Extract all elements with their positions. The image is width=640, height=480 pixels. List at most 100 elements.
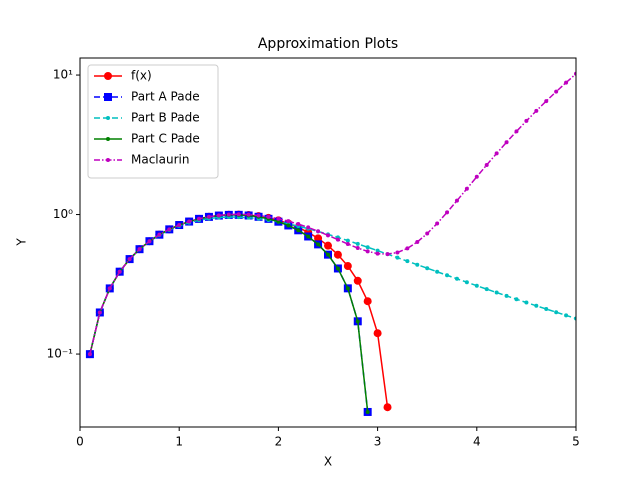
marker xyxy=(355,246,360,251)
chart-title: Approximation Plots xyxy=(258,36,398,52)
x-tick-label: 1 xyxy=(175,435,183,449)
marker xyxy=(137,247,142,252)
marker xyxy=(494,290,499,295)
marker xyxy=(544,307,549,312)
marker xyxy=(355,241,360,246)
marker xyxy=(564,313,569,318)
marker xyxy=(514,129,519,134)
marker xyxy=(106,116,110,120)
legend-label: Part B Pade xyxy=(131,111,200,125)
marker xyxy=(306,225,311,230)
marker xyxy=(236,212,241,217)
marker xyxy=(514,297,519,302)
marker xyxy=(373,329,382,338)
marker xyxy=(365,245,370,250)
x-axis-label: X xyxy=(324,455,332,469)
marker xyxy=(314,234,323,243)
x-tick-label: 3 xyxy=(374,435,382,449)
marker xyxy=(454,276,459,281)
marker xyxy=(296,222,301,227)
marker xyxy=(544,99,549,104)
marker xyxy=(534,108,539,113)
marker xyxy=(355,319,360,324)
x-tick-label: 2 xyxy=(275,435,283,449)
series-line xyxy=(89,73,576,355)
marker xyxy=(256,213,261,218)
marker xyxy=(87,352,92,357)
marker xyxy=(107,286,112,291)
marker xyxy=(276,219,281,224)
marker xyxy=(464,186,469,191)
y-tick-label: 10⁰ xyxy=(53,207,73,221)
marker xyxy=(326,252,330,257)
marker xyxy=(286,219,291,224)
marker xyxy=(316,242,321,247)
marker xyxy=(286,223,291,228)
marker xyxy=(216,213,221,218)
marker xyxy=(306,234,311,239)
marker xyxy=(197,216,202,221)
marker xyxy=(324,241,332,250)
marker xyxy=(106,137,110,141)
legend-box xyxy=(87,64,219,179)
marker xyxy=(97,310,102,315)
marker xyxy=(425,266,430,271)
marker xyxy=(524,118,529,123)
marker xyxy=(385,252,390,257)
x-tick-label: 5 xyxy=(572,435,580,449)
legend: f(x) Part A Pade Part B Pade Part C Pade Mac… xyxy=(87,64,219,179)
marker xyxy=(415,240,420,245)
marker xyxy=(246,212,251,217)
marker xyxy=(187,219,192,224)
marker xyxy=(127,257,132,262)
marker xyxy=(383,403,392,412)
marker xyxy=(226,212,231,217)
marker xyxy=(104,72,112,80)
marker xyxy=(474,283,479,288)
marker xyxy=(365,249,370,254)
marker xyxy=(335,237,340,242)
marker xyxy=(375,251,380,256)
axes-frame xyxy=(79,57,577,428)
marker xyxy=(534,303,539,308)
marker xyxy=(167,227,172,232)
marker xyxy=(554,310,559,315)
marker xyxy=(296,228,301,233)
marker xyxy=(484,287,489,292)
marker xyxy=(405,259,410,264)
marker xyxy=(554,89,559,94)
marker xyxy=(435,221,440,226)
marker xyxy=(104,93,112,101)
legend-label: Part C Pade xyxy=(131,132,200,146)
marker xyxy=(425,231,430,236)
marker xyxy=(316,229,321,234)
y-axis-label: Y xyxy=(15,238,29,247)
marker xyxy=(177,222,182,227)
legend-label: Part A Pade xyxy=(131,90,200,104)
marker xyxy=(395,250,400,255)
marker xyxy=(474,174,479,179)
marker xyxy=(343,262,352,271)
marker xyxy=(345,286,350,291)
marker xyxy=(375,248,380,253)
marker xyxy=(333,250,342,259)
marker xyxy=(504,293,509,298)
marker xyxy=(157,232,162,237)
x-tick-label: 4 xyxy=(473,435,481,449)
marker xyxy=(494,151,499,156)
marker xyxy=(504,140,509,145)
marker xyxy=(464,280,469,285)
marker xyxy=(266,214,271,219)
x-tick-label: 0 xyxy=(76,435,84,449)
legend-label: Maclaurin xyxy=(131,153,189,167)
marker xyxy=(363,297,372,306)
marker xyxy=(445,273,450,278)
legend-label: f(x) xyxy=(131,69,152,83)
marker xyxy=(435,269,440,274)
marker xyxy=(206,214,211,219)
marker xyxy=(117,269,122,274)
marker xyxy=(106,158,110,162)
marker xyxy=(345,241,350,246)
